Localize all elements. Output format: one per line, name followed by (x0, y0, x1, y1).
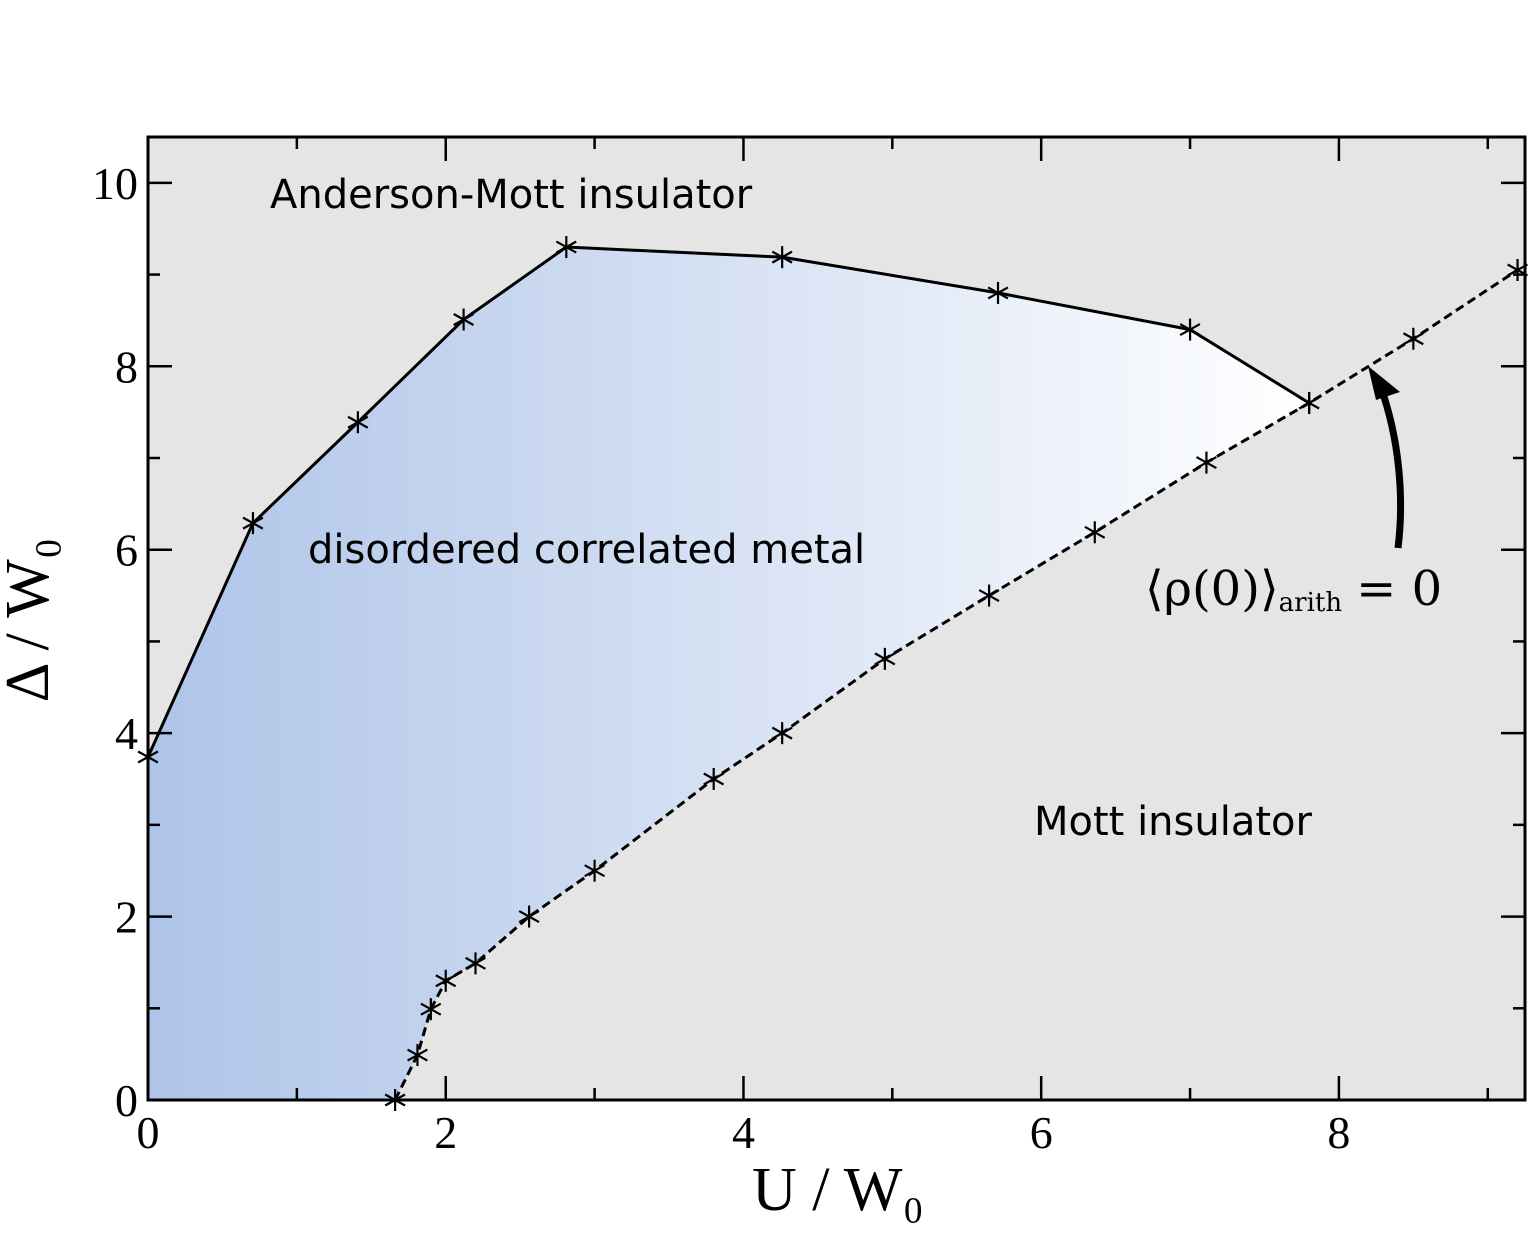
x-tick-label: 0 (137, 1107, 160, 1158)
marker-stroke (453, 313, 475, 326)
marker-stroke (1402, 332, 1424, 346)
marker (555, 236, 577, 259)
marker-stroke (407, 1048, 428, 1062)
boundary-line (393, 268, 1519, 1101)
formula-sub: arith (1279, 588, 1343, 618)
region-label: Mott insulator (1034, 799, 1313, 845)
marker (771, 722, 793, 745)
marker-stroke (987, 286, 1009, 300)
marker-stroke (584, 864, 606, 878)
marker-stroke (1084, 525, 1106, 539)
marker (453, 308, 475, 331)
marker-stroke (874, 652, 896, 666)
marker-stroke (1298, 396, 1320, 410)
marker (584, 859, 606, 882)
marker (242, 512, 264, 535)
marker (518, 905, 540, 928)
marker-stroke (1179, 323, 1201, 337)
marker-stroke (347, 415, 369, 429)
y-axis-label: Δ / W₀ (0, 538, 62, 703)
marker (978, 584, 1000, 607)
marker (987, 281, 1009, 304)
marker (407, 1044, 428, 1067)
formula: ⟨ρ(0)⟩arith = 0 (1145, 561, 1442, 618)
x-axis-label: U / W₀ (752, 1156, 924, 1224)
marker-stroke (703, 772, 725, 786)
region-label: disordered correlated metal (308, 527, 865, 573)
x-tick-label: 8 (1327, 1107, 1350, 1158)
x-tick-label: 2 (434, 1107, 457, 1158)
marker (435, 969, 457, 992)
y-tick-label: 4 (115, 708, 138, 759)
arrow-head (1368, 366, 1400, 400)
plot-frame (146, 135, 1527, 1102)
marker (703, 768, 725, 790)
marker (1195, 451, 1217, 474)
y-tick-label: 8 (115, 341, 138, 392)
marker-stroke (978, 589, 1000, 603)
y-tick-label: 10 (92, 158, 138, 209)
marker (465, 952, 486, 975)
marker (771, 246, 793, 269)
marker-stroke (555, 240, 577, 254)
y-tick-label: 2 (115, 892, 138, 943)
metal-region (148, 247, 1310, 1101)
marker (347, 411, 369, 434)
marker-stroke (1195, 456, 1217, 470)
x-tick-label: 4 (732, 1107, 755, 1158)
marker (420, 998, 442, 1021)
formula-rest: = 0 (1356, 561, 1442, 617)
marker (1298, 391, 1320, 414)
marker (874, 647, 896, 670)
marker-stroke (518, 910, 540, 924)
marker-stroke (420, 1002, 442, 1016)
marker-stroke (771, 726, 793, 740)
marker-stroke (242, 516, 264, 530)
region-label: Anderson-Mott insulator (270, 172, 753, 218)
marker (1084, 521, 1106, 544)
arrow (1376, 383, 1405, 549)
marker (1179, 318, 1201, 341)
marker (1402, 327, 1424, 350)
y-tick-label: 0 (115, 1075, 138, 1126)
y-tick-label: 6 (115, 525, 138, 576)
marker-stroke (435, 974, 457, 988)
formula-main: ⟨ρ(0)⟩ (1145, 561, 1279, 617)
marker-stroke (771, 250, 793, 264)
x-tick-label: 6 (1030, 1107, 1053, 1158)
marker-stroke (465, 956, 486, 970)
